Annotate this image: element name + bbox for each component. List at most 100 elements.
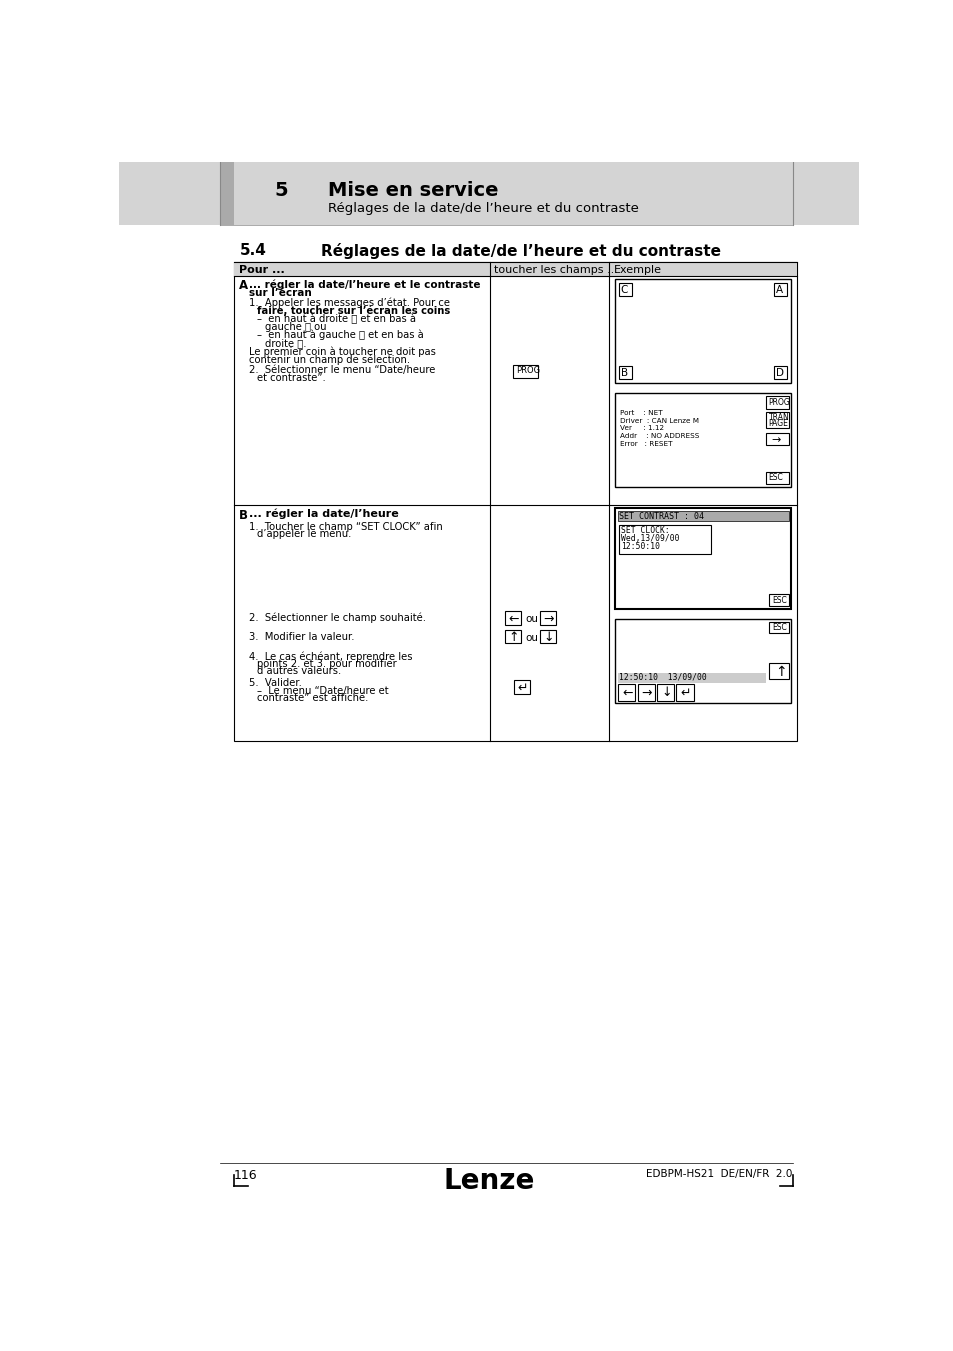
Text: A: A: [775, 285, 782, 295]
Bar: [615, 393, 790, 488]
Text: ↑: ↑: [508, 631, 518, 644]
Text: C: C: [620, 285, 627, 295]
Text: 2.  Sélectionner le champ souhaité.: 2. Sélectionner le champ souhaité.: [249, 612, 426, 623]
Bar: [233, 262, 797, 276]
Text: A: A: [238, 280, 248, 292]
Text: ←: ←: [508, 612, 518, 626]
Text: 2.  Sélectionner le menu “Date/heure: 2. Sélectionner le menu “Date/heure: [249, 365, 436, 376]
Text: 5.4: 5.4: [239, 243, 266, 258]
Bar: [539, 611, 555, 626]
Text: Réglages de la date/de l’heure et du contraste: Réglages de la date/de l’heure et du con…: [320, 243, 720, 259]
Text: ↓: ↓: [542, 631, 553, 644]
Text: ↓: ↓: [660, 686, 671, 700]
Text: contenir un champ de sélection.: contenir un champ de sélection.: [249, 354, 410, 365]
Text: 116: 116: [233, 1169, 257, 1182]
Text: →: →: [641, 686, 652, 700]
Text: SET CONTRAST : 04: SET CONTRAST : 04: [618, 512, 703, 520]
Text: 1.  Toucher le champ “SET CLOCK” afin: 1. Toucher le champ “SET CLOCK” afin: [249, 521, 443, 532]
Text: Pour ...: Pour ...: [238, 265, 284, 274]
Bar: [505, 630, 520, 643]
Text: →: →: [542, 612, 553, 626]
Text: Mise en service: Mise en service: [328, 181, 498, 200]
Text: 3.  Modifier la valeur.: 3. Modifier la valeur.: [249, 632, 355, 642]
Text: toucher les champs ...: toucher les champs ...: [494, 265, 618, 274]
Bar: [539, 630, 555, 643]
Text: B: B: [620, 367, 627, 378]
Text: ESC: ESC: [771, 623, 785, 632]
Bar: [119, 162, 858, 226]
Text: d’autres valeurs.: d’autres valeurs.: [257, 666, 341, 677]
Text: contraste” est affiché.: contraste” est affiché.: [257, 693, 368, 704]
Text: –  en haut à gauche Ⓒ et en bas à: – en haut à gauche Ⓒ et en bas à: [257, 330, 423, 340]
Text: EDBPM-HS21  DE/EN/FR  2.0: EDBPM-HS21 DE/EN/FR 2.0: [645, 1169, 792, 1179]
Bar: [505, 611, 520, 626]
Bar: [220, 162, 233, 226]
Text: faire, toucher sur l’écran les coins: faire, toucher sur l’écran les coins: [257, 305, 450, 316]
Bar: [615, 508, 790, 609]
Text: –  Le menu “Date/heure et: – Le menu “Date/heure et: [257, 686, 389, 696]
Text: →: →: [770, 435, 780, 444]
Text: 12:50:10  13/09/00: 12:50:10 13/09/00: [618, 673, 706, 682]
Text: Lenze: Lenze: [443, 1167, 534, 1196]
Bar: [618, 282, 632, 296]
Text: SET CLOCK:: SET CLOCK:: [620, 527, 669, 535]
Text: 5: 5: [274, 181, 288, 200]
Text: D: D: [775, 367, 782, 378]
Text: ... régler la date/l’heure et le contraste: ... régler la date/l’heure et le contras…: [249, 280, 480, 289]
Text: Ver     : 1.12: Ver : 1.12: [619, 426, 663, 431]
Text: –  en haut à droite Ⓐ et en bas à: – en haut à droite Ⓐ et en bas à: [257, 313, 416, 324]
Text: PAGE: PAGE: [768, 419, 788, 428]
Bar: [617, 673, 765, 682]
Text: ou: ou: [525, 615, 537, 624]
Text: ↵: ↵: [679, 686, 690, 700]
Bar: [618, 684, 635, 701]
Text: d’appeler le menu.: d’appeler le menu.: [257, 530, 352, 539]
Bar: [769, 663, 788, 678]
Text: ... régler la date/l’heure: ... régler la date/l’heure: [249, 508, 398, 519]
Text: ↵: ↵: [517, 682, 528, 694]
Text: 5.  Valider.: 5. Valider.: [249, 678, 302, 688]
Text: et contraste”.: et contraste”.: [257, 373, 326, 384]
Bar: [765, 434, 788, 446]
Text: Addr    : NO ADDRESS: Addr : NO ADDRESS: [619, 434, 699, 439]
Bar: [618, 366, 632, 380]
Bar: [765, 471, 788, 484]
Bar: [765, 396, 788, 408]
Bar: [657, 684, 674, 701]
Text: B: B: [238, 508, 248, 521]
Text: ←: ←: [621, 686, 632, 700]
Bar: [615, 619, 790, 704]
Text: Driver  : CAN Lenze M: Driver : CAN Lenze M: [619, 417, 699, 424]
Bar: [513, 365, 537, 378]
Text: 12:50:10: 12:50:10: [620, 542, 659, 551]
Text: ESC: ESC: [768, 473, 782, 482]
Bar: [773, 366, 786, 380]
Text: Error   : RESET: Error : RESET: [619, 440, 672, 447]
Bar: [769, 594, 788, 607]
Text: ESC: ESC: [771, 596, 785, 605]
Text: 1.  Appeler les messages d’état. Pour ce: 1. Appeler les messages d’état. Pour ce: [249, 297, 450, 308]
Text: Wed,13/09/00: Wed,13/09/00: [620, 534, 679, 543]
Text: TRAN: TRAN: [768, 413, 789, 422]
Text: sur l’écran: sur l’écran: [249, 288, 312, 297]
Bar: [769, 621, 788, 634]
Text: Exemple: Exemple: [613, 265, 661, 274]
Bar: [676, 684, 693, 701]
Text: ou: ou: [525, 632, 537, 643]
Text: Port    : NET: Port : NET: [619, 411, 661, 416]
Bar: [514, 681, 530, 694]
Text: gauche Ⓑ ou: gauche Ⓑ ou: [265, 322, 326, 331]
Text: droite Ⓓ.: droite Ⓓ.: [265, 338, 306, 347]
Text: Réglages de la date/de l’heure et du contraste: Réglages de la date/de l’heure et du con…: [328, 203, 639, 215]
Bar: [618, 524, 710, 554]
Bar: [765, 412, 788, 428]
Bar: [233, 262, 797, 742]
Bar: [637, 684, 654, 701]
Text: Le premier coin à toucher ne doit pas: Le premier coin à toucher ne doit pas: [249, 347, 436, 358]
Text: ↑: ↑: [774, 665, 785, 680]
Bar: [773, 282, 786, 296]
Text: PROG: PROG: [768, 397, 790, 407]
Bar: [615, 280, 790, 384]
Text: points 2. et 3. pour modifier: points 2. et 3. pour modifier: [257, 659, 396, 669]
Text: 4.  Le cas échéant, reprendre les: 4. Le cas échéant, reprendre les: [249, 651, 413, 662]
